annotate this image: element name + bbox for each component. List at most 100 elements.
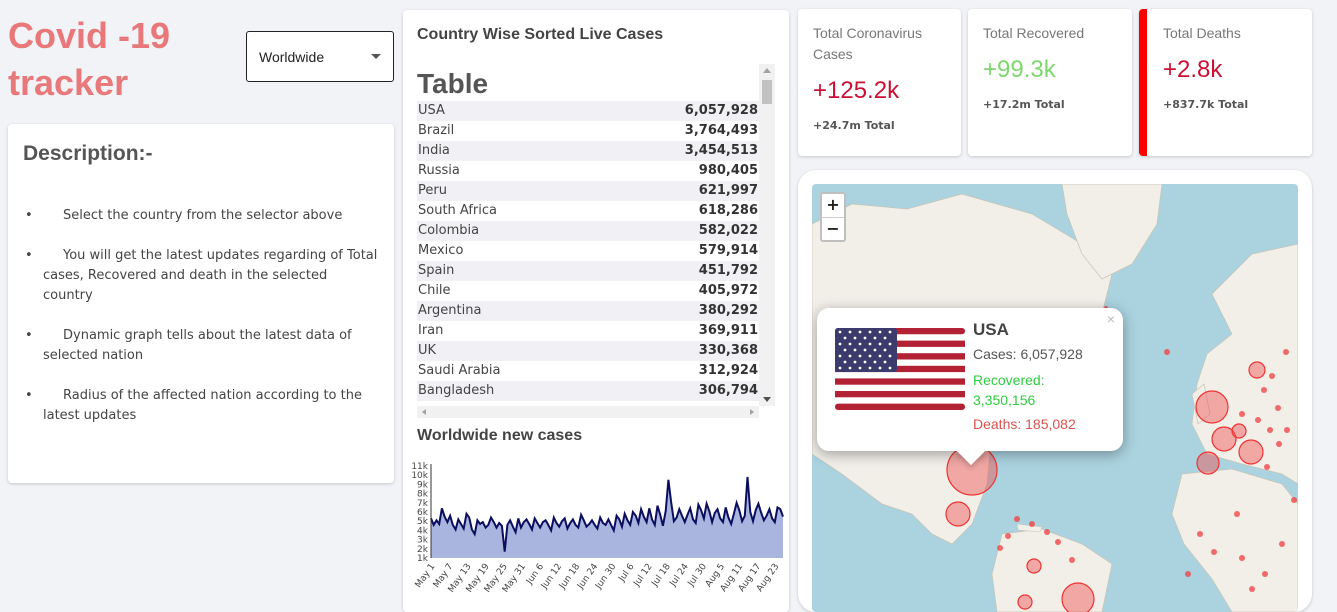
table-row[interactable]: Spain 451,792 bbox=[417, 261, 759, 281]
list-item: Select the country from the selector abo… bbox=[25, 206, 379, 226]
table-chart-card: Country Wise Sorted Live Cases Table USA… bbox=[403, 10, 789, 612]
country-selector[interactable]: Worldwide bbox=[246, 31, 394, 82]
country-name: USA bbox=[418, 103, 445, 118]
case-circle-colombia[interactable] bbox=[1061, 582, 1095, 612]
scrollbar-thumb[interactable] bbox=[762, 80, 772, 104]
case-circle-venezuela[interactable] bbox=[1026, 558, 1042, 574]
country-cases: 621,997 bbox=[698, 183, 758, 198]
table-row[interactable]: India 3,454,513 bbox=[417, 141, 759, 161]
scroll-down-icon[interactable] bbox=[763, 397, 771, 402]
stat-card-recovered[interactable]: Total Recovered +99.3k +17.2m Total bbox=[968, 9, 1132, 156]
stat-card-deaths[interactable]: Total Deaths +2.8k +837.7k Total bbox=[1139, 9, 1312, 156]
popup-deaths: Deaths: 185,082 bbox=[973, 416, 1076, 432]
table-row[interactable]: Saudi Arabia 312,924 bbox=[417, 361, 759, 381]
case-circle-germany[interactable] bbox=[1231, 423, 1247, 439]
case-circle-spain[interactable] bbox=[1196, 451, 1220, 475]
stat-card-cases[interactable]: Total Coronavirus Cases +125.2k +24.7m T… bbox=[798, 9, 961, 156]
vertical-scrollbar[interactable] bbox=[759, 64, 775, 406]
table-row[interactable]: Argentina 380,292 bbox=[417, 301, 759, 321]
case-dot[interactable] bbox=[1197, 531, 1203, 537]
case-circle-france[interactable] bbox=[1211, 426, 1237, 452]
case-dot[interactable] bbox=[1185, 571, 1191, 577]
horizontal-scrollbar[interactable] bbox=[417, 406, 759, 418]
case-dot[interactable] bbox=[1264, 464, 1270, 470]
table-row[interactable]: South Africa 618,286 bbox=[417, 201, 759, 221]
table-row[interactable]: UK 330,368 bbox=[417, 341, 759, 361]
table-row[interactable]: USA 6,057,928 bbox=[417, 101, 759, 121]
case-dot[interactable] bbox=[997, 545, 1003, 551]
scroll-right-icon[interactable] bbox=[750, 409, 754, 415]
stat-deaths-value: +2.8k bbox=[1163, 56, 1223, 83]
case-dot[interactable] bbox=[1069, 557, 1075, 563]
table-row[interactable]: Chile 405,972 bbox=[417, 281, 759, 301]
chart-area bbox=[431, 477, 783, 558]
country-cases: 6,057,928 bbox=[684, 103, 758, 118]
case-dot[interactable] bbox=[1275, 405, 1281, 411]
scroll-left-icon[interactable] bbox=[422, 409, 426, 415]
case-dot[interactable] bbox=[1005, 533, 1011, 539]
stat-cases-label: Total Coronavirus Cases bbox=[813, 25, 922, 62]
country-name: Chile bbox=[418, 283, 451, 298]
y-tick-label: 10k bbox=[411, 471, 428, 481]
country-cases: 369,911 bbox=[698, 323, 758, 338]
case-dot[interactable] bbox=[1283, 349, 1289, 355]
table-row[interactable]: Brazil 3,764,493 bbox=[417, 121, 759, 141]
case-dot[interactable] bbox=[1261, 387, 1267, 393]
stat-cases-total: +24.7m Total bbox=[813, 119, 895, 132]
x-tick-label: Jul 12 bbox=[632, 562, 655, 589]
case-dot[interactable] bbox=[1234, 511, 1240, 517]
close-icon[interactable]: × bbox=[1106, 311, 1115, 327]
case-dot[interactable] bbox=[1291, 497, 1297, 503]
case-dot[interactable] bbox=[1014, 516, 1020, 522]
usa-flag-image bbox=[835, 328, 965, 410]
case-dot[interactable] bbox=[1279, 541, 1285, 547]
case-dot[interactable] bbox=[1239, 555, 1245, 561]
case-dot[interactable] bbox=[1284, 427, 1290, 433]
case-circle-ecuador[interactable] bbox=[1017, 594, 1033, 610]
zoom-control: + − bbox=[820, 192, 846, 242]
case-dot[interactable] bbox=[1249, 586, 1255, 592]
case-dot[interactable] bbox=[1269, 373, 1275, 379]
table-row[interactable]: Russia 980,405 bbox=[417, 161, 759, 181]
case-circle-mexico[interactable] bbox=[945, 501, 971, 527]
cases-table[interactable]: Table USA 6,057,928 Brazil 3,764,493 India 3,… bbox=[417, 64, 775, 418]
y-tick-label: 6k bbox=[417, 508, 429, 518]
case-dot[interactable] bbox=[1211, 549, 1217, 555]
table-row[interactable]: Iran 369,911 bbox=[417, 321, 759, 341]
zoom-out-button[interactable]: − bbox=[822, 217, 844, 240]
case-dot[interactable] bbox=[1239, 411, 1245, 417]
case-dot[interactable] bbox=[1164, 349, 1170, 355]
list-item: You will get the latest updates regardin… bbox=[25, 246, 379, 306]
description-heading: Description:- bbox=[23, 142, 153, 165]
selected-country: Worldwide bbox=[259, 48, 325, 65]
case-dot[interactable] bbox=[1255, 417, 1261, 423]
table-row[interactable]: Peru 621,997 bbox=[417, 181, 759, 201]
case-dot[interactable] bbox=[1044, 529, 1050, 535]
case-circle-uk[interactable] bbox=[1195, 390, 1229, 424]
y-tick-label: 3k bbox=[417, 536, 429, 546]
table-title: Table bbox=[417, 68, 489, 99]
case-dot[interactable] bbox=[1055, 539, 1061, 545]
case-dot[interactable] bbox=[1276, 441, 1282, 447]
y-tick-label: 8k bbox=[417, 490, 429, 500]
y-tick-label: 2k bbox=[417, 545, 429, 555]
case-dot[interactable] bbox=[1267, 427, 1273, 433]
land-uk bbox=[1191, 383, 1211, 425]
country-cases: 405,972 bbox=[698, 283, 758, 298]
country-cases: 330,368 bbox=[698, 343, 758, 358]
scroll-up-icon[interactable] bbox=[763, 68, 771, 73]
case-dot[interactable] bbox=[1029, 521, 1035, 527]
stat-deaths-label: Total Deaths bbox=[1163, 25, 1241, 41]
country-cases: 3,764,493 bbox=[684, 123, 758, 138]
land-africa bbox=[1171, 468, 1298, 612]
list-item: Dynamic graph tells about the latest dat… bbox=[25, 326, 379, 366]
case-circle-sweden[interactable] bbox=[1248, 361, 1266, 379]
table-row[interactable]: Mexico 579,914 bbox=[417, 241, 759, 261]
world-map[interactable]: + − × USA Ca bbox=[812, 184, 1298, 612]
table-row[interactable]: Colombia 582,022 bbox=[417, 221, 759, 241]
zoom-in-button[interactable]: + bbox=[826, 195, 840, 214]
case-circle-italy[interactable] bbox=[1238, 439, 1264, 465]
map-card: + − × USA Ca bbox=[798, 170, 1312, 612]
case-dot[interactable] bbox=[1262, 571, 1268, 577]
table-row[interactable]: Bangladesh 306,794 bbox=[417, 381, 759, 401]
